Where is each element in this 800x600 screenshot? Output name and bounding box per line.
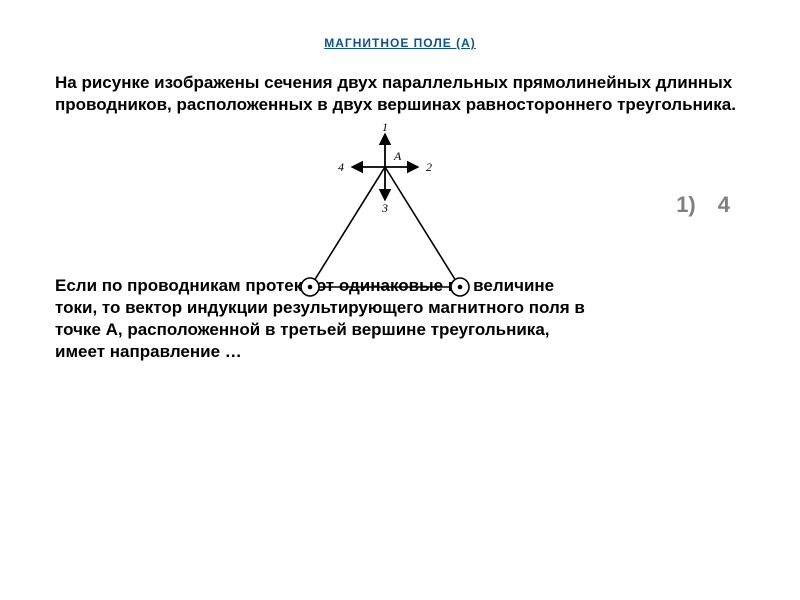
problem-text-top: На рисунке изображены сечения двух парал… xyxy=(0,72,800,116)
answer-marker: 1) xyxy=(676,192,696,217)
arrow-label-4: 4 xyxy=(338,160,344,174)
answer-value: 4 xyxy=(718,192,730,217)
arrow-label-2: 2 xyxy=(426,160,432,174)
page-title: МАГНИТНОЕ ПОЛЕ (А) xyxy=(0,0,800,68)
answer-choice: 1) 4 xyxy=(676,192,730,218)
triangle-diagram: 1 2 3 4 А xyxy=(270,122,500,312)
arrow-label-1: 1 xyxy=(382,122,388,134)
point-a-label: А xyxy=(393,149,402,163)
diagram-region: 1 2 3 4 А 1) 4 xyxy=(0,122,800,297)
arrow-label-3: 3 xyxy=(381,201,388,215)
